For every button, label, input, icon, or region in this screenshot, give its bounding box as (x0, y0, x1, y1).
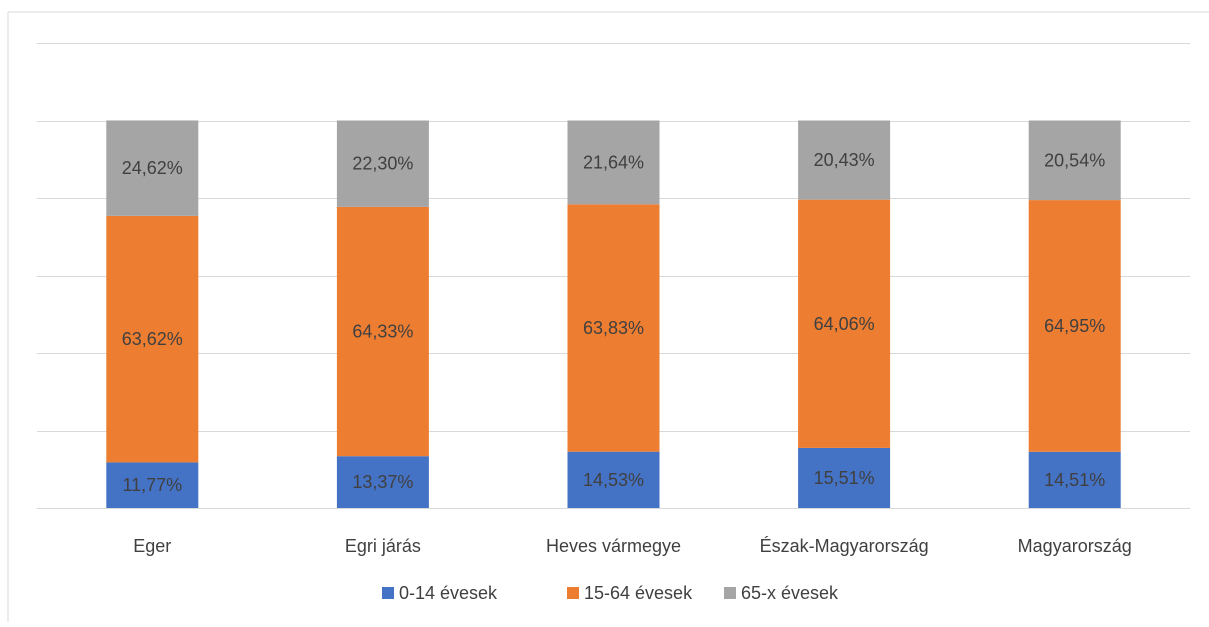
legend: 0-14 évesek 15-64 évesek 65-x évesek (382, 583, 839, 603)
legend-swatch-0 (382, 587, 394, 599)
legend-swatch-2 (724, 587, 736, 599)
bar-segment-0-2 (567, 451, 660, 508)
legend-item-0: 0-14 évesek (382, 583, 498, 603)
legend-label-0: 0-14 évesek (399, 583, 498, 603)
bar-segment-1-0 (106, 215, 199, 463)
bar-segment-1-1 (336, 206, 429, 457)
bars (106, 120, 1121, 508)
category-labels: Eger Egri járás Heves vármegye Észak-Magyar… (133, 536, 1131, 556)
bar-segment-2-2 (567, 120, 660, 205)
data-label-0-1: 13,37% (352, 472, 413, 492)
legend-item-1: 15-64 évesek (567, 583, 693, 603)
bar-segment-0-0 (106, 462, 199, 508)
data-label-0-0: 11,77% (122, 475, 182, 495)
data-label-2-2: 21,64% (583, 152, 644, 172)
data-label-1-2: 63,83% (583, 318, 644, 338)
category-label-0: Eger (133, 536, 171, 556)
data-labels: 11,77% 63,62% 24,62% 13,37% 64,33% 22,30% 14,5… (122, 150, 1105, 495)
data-label-1-4: 64,95% (1044, 316, 1105, 336)
category-label-3: Észak-Magyarország (760, 536, 929, 556)
data-label-2-3: 20,43% (814, 150, 875, 170)
data-label-2-1: 22,30% (352, 154, 413, 174)
legend-label-2: 65-x évesek (741, 583, 839, 603)
bar-segment-1-2 (567, 204, 660, 452)
bar-segment-2-1 (336, 120, 429, 207)
bar-segment-1-4 (1028, 200, 1121, 452)
legend-label-1: 15-64 évesek (584, 583, 693, 603)
bar-segment-2-3 (798, 120, 891, 200)
data-label-1-1: 64,33% (352, 322, 413, 342)
data-label-2-0: 24,62% (122, 158, 183, 178)
data-label-0-2: 14,53% (583, 470, 644, 490)
data-label-2-4: 20,54% (1044, 150, 1105, 170)
bar-segment-2-4 (1028, 120, 1121, 201)
bar-segment-1-3 (798, 199, 891, 448)
data-label-0-4: 14,51% (1044, 470, 1105, 490)
legend-item-2: 65-x évesek (724, 583, 839, 603)
category-label-1: Egri járás (345, 536, 421, 556)
data-label-0-3: 15,51% (814, 468, 875, 488)
legend-swatch-1 (567, 587, 579, 599)
bar-segment-0-3 (798, 447, 891, 508)
bar-segment-0-4 (1028, 451, 1121, 508)
category-label-4: Magyarország (1018, 536, 1132, 556)
bar-segment-2-0 (106, 120, 199, 216)
category-label-2: Heves vármegye (546, 536, 681, 556)
data-label-1-0: 63,62% (122, 329, 183, 349)
bar-segment-0-1 (336, 456, 429, 508)
data-label-1-3: 64,06% (814, 314, 875, 334)
